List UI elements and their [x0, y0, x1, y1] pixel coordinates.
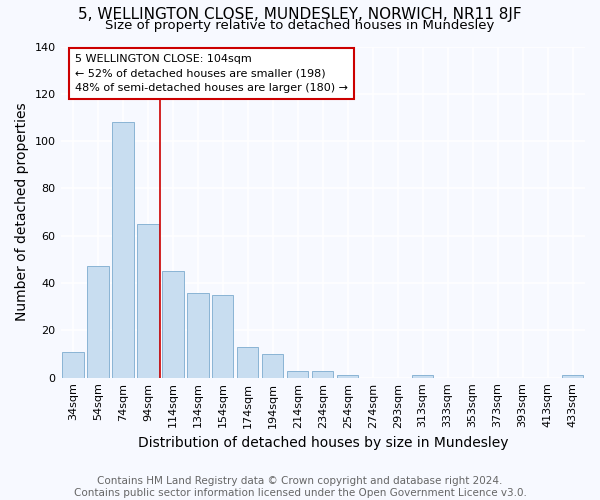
X-axis label: Distribution of detached houses by size in Mundesley: Distribution of detached houses by size … [137, 436, 508, 450]
Bar [412, 376, 433, 378]
Text: 5 WELLINGTON CLOSE: 104sqm
← 52% of detached houses are smaller (198)
48% of sem: 5 WELLINGTON CLOSE: 104sqm ← 52% of deta… [75, 54, 348, 93]
Bar [187, 292, 209, 378]
Text: 5, WELLINGTON CLOSE, MUNDESLEY, NORWICH, NR11 8JF: 5, WELLINGTON CLOSE, MUNDESLEY, NORWICH,… [78, 8, 522, 22]
Bar [562, 376, 583, 378]
Bar [287, 370, 308, 378]
Bar [163, 271, 184, 378]
Y-axis label: Number of detached properties: Number of detached properties [15, 103, 29, 322]
Bar [88, 266, 109, 378]
Bar [237, 347, 259, 378]
Bar [112, 122, 134, 378]
Bar [137, 224, 158, 378]
Bar [337, 376, 358, 378]
Text: Size of property relative to detached houses in Mundesley: Size of property relative to detached ho… [106, 18, 494, 32]
Bar [62, 352, 83, 378]
Text: Contains HM Land Registry data © Crown copyright and database right 2024.
Contai: Contains HM Land Registry data © Crown c… [74, 476, 526, 498]
Bar [312, 370, 334, 378]
Bar [212, 295, 233, 378]
Bar [262, 354, 283, 378]
